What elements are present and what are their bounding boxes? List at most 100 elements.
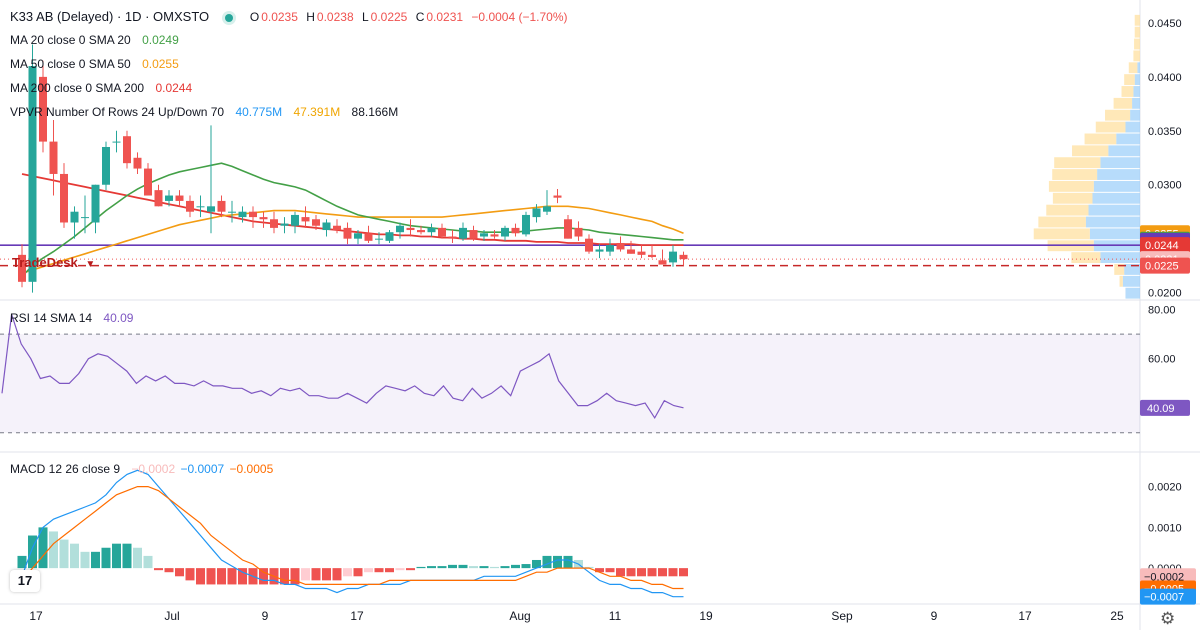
vpvr-legend[interactable]: VPVR Number Of Rows 24 Up/Down 70 40.775…	[10, 105, 400, 119]
macd-histogram-bar	[154, 568, 163, 571]
macd-histogram-bar	[469, 566, 478, 569]
candle-body	[28, 66, 37, 282]
macd-histogram-bar	[353, 568, 363, 577]
price-tick-label: 0.0300	[1148, 180, 1182, 192]
price-tick-label: 0.0200	[1148, 288, 1182, 300]
rsi-line	[1, 314, 684, 420]
vpvr-up-bar	[1093, 180, 1140, 192]
macd-histogram-bar	[80, 551, 90, 569]
high-value: 0.0238	[316, 10, 354, 24]
macd-histogram-bar	[658, 568, 667, 577]
vpvr-down-bar	[1119, 275, 1123, 287]
macd-histogram-bar	[101, 547, 111, 569]
vpvr-up-bar	[1092, 192, 1140, 204]
macd-histogram-bar	[227, 568, 237, 585]
vpvr-down-bar	[1052, 169, 1098, 180]
watermark-text: TradeDesk	[12, 255, 78, 270]
rsi-band-fill	[0, 334, 1140, 433]
price-axis-tag	[1140, 237, 1190, 254]
symbol-title[interactable]: K33 AB (Delayed) · 1D · OMXSTO	[10, 9, 210, 24]
candle-body	[133, 157, 142, 169]
macd-signal-line	[21, 486, 684, 590]
macd-histogram-bar	[70, 543, 79, 569]
macd-histogram-bar	[448, 564, 457, 569]
macd-histogram-bar	[595, 568, 604, 573]
macd-legend[interactable]: MACD 12 26 close 9 −0.0002 −0.0007 −0.00…	[10, 462, 275, 476]
watermark-logo[interactable]: TradeDesk ▼	[12, 255, 95, 270]
macd-histogram-bar	[164, 568, 174, 573]
vpvr-up-bar	[1089, 228, 1140, 240]
candle-body	[280, 223, 289, 226]
vpvr-label: VPVR Number Of Rows 24 Up/Down 70	[10, 105, 225, 119]
macd-histogram-bar	[206, 568, 216, 585]
candle-body	[322, 222, 331, 231]
time-tick-label: 25	[1110, 609, 1124, 623]
candle-body	[49, 141, 58, 174]
macd-histogram-bar	[553, 555, 562, 569]
ma50-legend[interactable]: MA 50 close 0 SMA 50 0.0255	[10, 57, 181, 71]
macd-histogram-bar	[479, 566, 489, 569]
macd-histogram-bar	[185, 568, 195, 581]
time-tick-label: Jul	[164, 609, 179, 623]
settings-gear-icon[interactable]: ⚙	[1160, 609, 1176, 628]
candle-body	[333, 225, 341, 231]
vpvr-up-bar	[1100, 252, 1140, 264]
time-tick-label: 17	[350, 609, 364, 623]
vpvr-up-bar	[1088, 204, 1140, 216]
change-value: −0.0004 (−1.70%)	[471, 10, 568, 24]
candle-body	[228, 211, 236, 213]
vpvr-up-bar	[1133, 86, 1140, 97]
macd-histogram-bar	[311, 568, 321, 581]
ma20-label: MA 20 close 0 SMA 20	[10, 33, 131, 47]
macd-histogram-bar	[374, 568, 384, 573]
candle-body	[144, 168, 152, 196]
time-tick-label: 19	[699, 609, 713, 623]
vpvr-up-bar	[1085, 216, 1140, 228]
macd-axis-tag	[1140, 588, 1196, 605]
symbol-legend: K33 AB (Delayed) · 1D · OMXSTO O 0.0235 H…	[10, 9, 570, 24]
macd-histogram-bar	[490, 566, 499, 569]
candle-body	[448, 236, 457, 239]
macd-axis-tag-label: −0.0002	[1144, 571, 1184, 583]
vpvr-down-bar	[1134, 38, 1140, 50]
ma200-legend[interactable]: MA 200 close 0 SMA 200 0.0244	[10, 81, 194, 95]
candle-body	[354, 233, 362, 239]
tv-logo-icon[interactable]: 17	[10, 570, 40, 592]
candle-body	[60, 173, 68, 223]
macd-histogram-bar	[49, 531, 58, 569]
ma20-legend[interactable]: MA 20 close 0 SMA 20 0.0249	[10, 33, 181, 47]
macd-histogram-bar	[28, 535, 37, 569]
vpvr-down-value: 47.391M	[293, 105, 341, 119]
vpvr-up-bar	[1134, 74, 1140, 86]
macd-histogram-bar	[542, 555, 552, 569]
ma200-label: MA 200 close 0 SMA 200	[10, 81, 145, 95]
macd-histogram-bar	[238, 568, 247, 585]
candle-body	[427, 227, 436, 233]
high-label: H	[306, 10, 315, 24]
rsi-value: 40.09	[103, 311, 134, 325]
macd-axis-tag	[1140, 568, 1196, 585]
macd-histogram-bar	[605, 568, 615, 573]
macd-hist-value: −0.0002	[131, 462, 176, 476]
macd-histogram-bar	[563, 555, 573, 569]
macd-histogram-bar	[626, 568, 636, 577]
macd-histogram-bar	[679, 568, 688, 577]
vpvr-down-bar	[1052, 192, 1093, 204]
candle-body	[406, 227, 415, 231]
macd-histogram-bar	[17, 555, 27, 569]
macd-histogram-bar	[427, 566, 436, 569]
rsi-legend[interactable]: RSI 14 SMA 14 40.09	[10, 311, 135, 325]
candle-body	[18, 254, 26, 282]
vpvr-up-bar	[1130, 109, 1140, 121]
close-label: C	[415, 10, 425, 24]
ma50-label: MA 50 close 0 SMA 50	[10, 57, 131, 71]
vpvr-down-bar	[1038, 216, 1086, 228]
time-tick-label: 11	[609, 609, 622, 623]
candle-body	[669, 251, 677, 263]
vpvr-down-bar	[1033, 228, 1090, 240]
open-label: O	[249, 10, 260, 24]
vpvr-up-bar	[1108, 145, 1140, 157]
time-tick-label: 17	[1018, 609, 1032, 623]
candle-body	[102, 146, 110, 185]
